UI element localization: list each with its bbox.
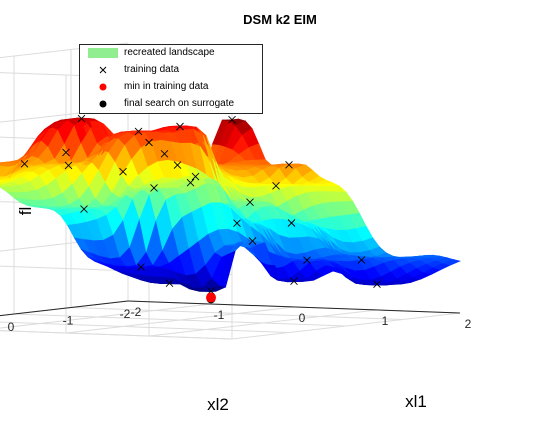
legend-item-training: training data [80, 62, 262, 78]
legend-label-landscape: recreated landscape [124, 47, 215, 58]
x-tick-label: -1 [214, 308, 225, 322]
y-tick-label: -1 [63, 314, 74, 328]
chart-title: DSM k2 EIM [243, 12, 317, 27]
y-tick-label: -2 [120, 307, 131, 321]
legend-item-final: final search on surrogate [80, 96, 262, 112]
z-axis-label: fl [16, 207, 35, 216]
legend-swatch-landscape [86, 45, 120, 61]
legend-label-final: final search on surrogate [124, 98, 234, 109]
x-tick-label: 2 [465, 317, 472, 331]
legend-item-min: min in training data [80, 79, 262, 95]
legend-label-min: min in training data [124, 81, 209, 92]
legend-label-training: training data [124, 64, 179, 75]
legend: recreated landscape training data min in… [79, 44, 263, 114]
legend-black-dot-icon [86, 96, 120, 112]
legend-item-landscape: recreated landscape [80, 45, 262, 61]
legend-red-dot-icon [86, 79, 120, 95]
x-tick-label: -2 [131, 305, 142, 319]
min-training-point [206, 293, 216, 303]
x-tick-label: 0 [299, 311, 306, 325]
y-tick-label: 0 [8, 320, 15, 334]
surface [0, 118, 460, 291]
legend-x-marker-icon [86, 62, 120, 78]
x-axis-label: xl1 [405, 392, 427, 411]
y-axis-label: xl2 [207, 395, 229, 414]
x-tick-label: 1 [382, 314, 389, 328]
